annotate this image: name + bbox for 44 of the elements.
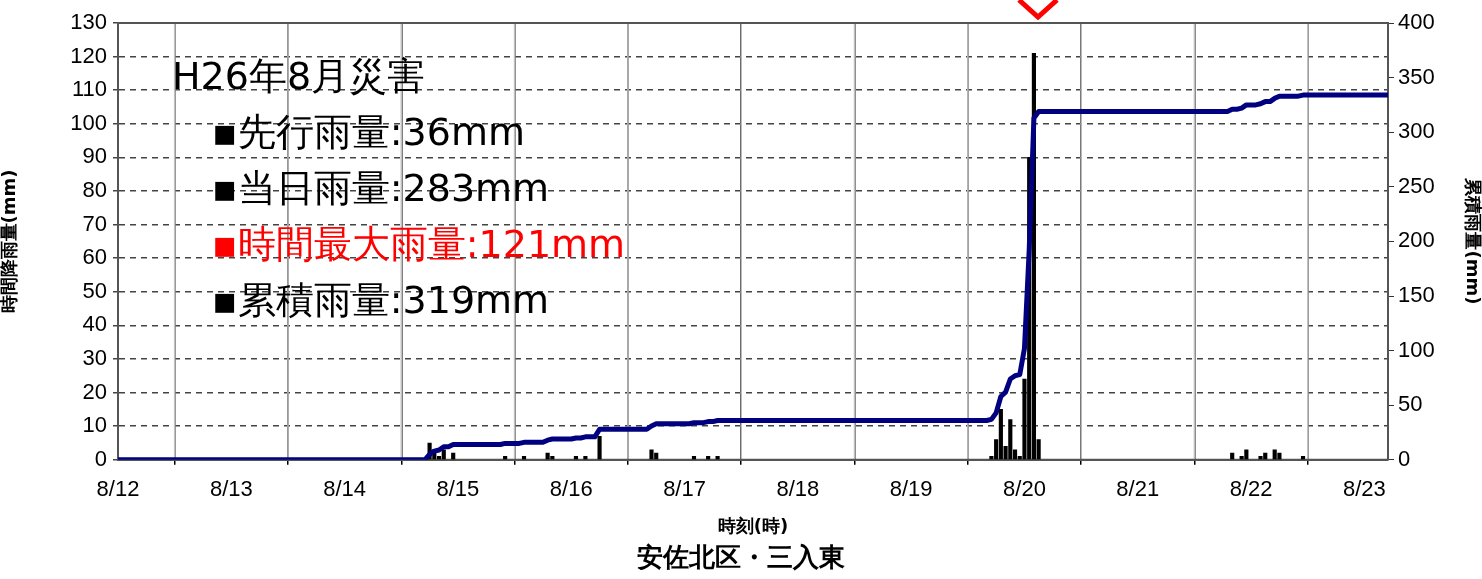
annotation: ▪当日雨量:283mm <box>211 165 551 212</box>
y-tick-label: 10 <box>82 412 107 438</box>
y-tick-label: 100 <box>70 109 107 135</box>
annotation: ▪先行雨量:36mm <box>211 109 526 156</box>
y-tick-label: 0 <box>94 445 107 471</box>
y-tick-label: 120 <box>70 42 107 68</box>
y-tick-label: 60 <box>82 244 107 270</box>
x-tick-label: 8/21 <box>1116 476 1160 502</box>
y2-tick-label: 100 <box>1398 336 1435 362</box>
y-tick-label: 90 <box>82 143 107 169</box>
y2-tick-label: 400 <box>1398 9 1435 35</box>
annotation: ▪累積雨量:319mm <box>211 277 551 324</box>
x-tick-label: 8/23 <box>1342 476 1386 502</box>
y2-tick-label: 50 <box>1398 391 1423 417</box>
y2-tick-label: 250 <box>1398 172 1435 198</box>
x-tick-label: 8/22 <box>1229 476 1273 502</box>
y2-tick-label: 150 <box>1398 282 1435 308</box>
text: 安佐北区・三入東 <box>637 542 845 573</box>
y-tick-label: 20 <box>82 378 107 404</box>
x-tick-label: 8/19 <box>889 476 933 502</box>
x-tick-label: 8/14 <box>323 476 367 502</box>
x-tick-label: 8/12 <box>96 476 140 502</box>
y2-tick-label: 0 <box>1398 445 1411 471</box>
x-tick-label: 8/17 <box>663 476 706 502</box>
x-tick-label: 8/15 <box>436 476 480 502</box>
y-tick-label: 40 <box>82 311 107 337</box>
y-tick-label: 30 <box>82 345 107 371</box>
y-tick-label: 50 <box>82 277 107 303</box>
x-tick-label: 8/13 <box>209 476 253 502</box>
annotation: ▪時間最大雨量:121mm <box>211 221 626 268</box>
y-tick-label: 80 <box>82 177 107 203</box>
annotation: H26年8月災害 <box>172 53 427 100</box>
y2-axis-title: 累積雨量(mm) <box>1462 177 1482 305</box>
y2-tick-label: 300 <box>1398 118 1435 144</box>
y-tick-label: 70 <box>82 210 107 236</box>
x-tick-label: 8/20 <box>1003 476 1046 502</box>
y-tick-label: 110 <box>71 76 107 102</box>
y-axis-title: 時間降雨量(mm) <box>0 169 20 314</box>
x-axis-title: 時刻(時) <box>717 514 789 536</box>
x-tick-label: 8/16 <box>549 476 593 502</box>
y2-tick-label: 350 <box>1398 63 1435 89</box>
y-tick-label: 130 <box>70 9 107 35</box>
y2-tick-label: 200 <box>1398 227 1435 253</box>
x-tick-label: 8/18 <box>776 476 820 502</box>
